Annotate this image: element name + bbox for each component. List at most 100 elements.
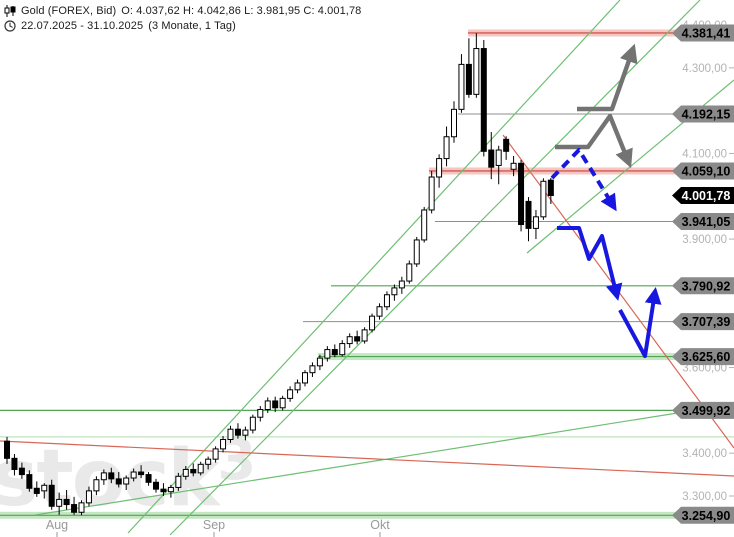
candle-up <box>398 280 405 289</box>
symbol-row: Gold (FOREX, Bid) O: 4.037,62 H: 4.042,8… <box>4 3 361 18</box>
candle-down <box>48 484 55 507</box>
price-badge <box>672 162 734 180</box>
candlestick-icon <box>4 4 16 17</box>
price-badge <box>672 213 734 231</box>
gray-reject-scenario-arrow <box>555 113 633 169</box>
instrument-name: Gold (FOREX, Bid) <box>21 4 117 17</box>
green-trendline <box>127 0 621 534</box>
y-axis-layer: 4.400,004.300,004.100,003.900,003.600,00… <box>682 20 734 503</box>
candle-up <box>257 409 264 418</box>
arrows-layer <box>550 43 662 358</box>
candle-down <box>71 504 78 513</box>
red-trendline <box>0 440 734 477</box>
green-trendline <box>169 0 701 536</box>
candle-down <box>354 336 361 342</box>
candle-up <box>495 149 502 166</box>
candle-up <box>85 490 92 504</box>
x-axis-layer: Aug Sep Okt <box>46 518 390 537</box>
chart-header: Gold (FOREX, Bid) O: 4.037,62 H: 4.042,8… <box>4 3 361 33</box>
badges-layer: 4.381,41 4.192,15 4.059,10 3.941,05 3.790,92… <box>672 24 734 524</box>
candle-down <box>153 481 159 490</box>
candle-up <box>294 382 301 391</box>
y-tick-label: 3.900,00 <box>682 234 727 246</box>
ohlc-values: O: 4.037,62 H: 4.042,86 L: 3.981,95 C: 4… <box>121 4 362 17</box>
price-badge <box>672 277 734 295</box>
blue-solid-down-arrow <box>557 226 623 301</box>
candle-up <box>242 429 249 436</box>
candle-up <box>540 180 547 218</box>
candle-up <box>205 458 212 465</box>
candle-down <box>115 478 122 485</box>
candle-up <box>413 239 420 265</box>
candle-up <box>391 287 398 296</box>
candle-up <box>287 389 294 399</box>
price-badge-label: 3.790,92 <box>682 279 731 293</box>
candle-down <box>234 428 241 436</box>
candle-up <box>78 502 85 513</box>
price-badge-label: 4.001,78 <box>682 189 731 203</box>
price-badge-label: 3.707,39 <box>682 315 731 329</box>
month-label: Sep <box>203 518 225 532</box>
price-badge-label: 4.192,15 <box>682 107 731 121</box>
candle-up <box>428 176 435 211</box>
candle-up <box>123 477 130 485</box>
price-badge <box>672 187 734 205</box>
price-badge <box>672 24 734 42</box>
candle-up <box>41 484 48 492</box>
candle-up <box>302 372 308 384</box>
price-badge-label: 4.059,10 <box>682 164 731 178</box>
price-badge-label: 3.941,05 <box>682 215 731 229</box>
candle-down <box>145 474 152 483</box>
candle-down <box>190 468 197 474</box>
candle-down <box>18 467 25 476</box>
blue-solid-bounce-arrow <box>618 287 662 358</box>
blue-dashed-down-arrow <box>550 148 617 212</box>
price-badge <box>672 348 734 366</box>
candle-up <box>212 448 219 460</box>
candle-down <box>331 349 338 356</box>
candle-up <box>182 468 189 477</box>
candle-up <box>369 315 376 331</box>
candle-down <box>547 179 554 197</box>
candle-up <box>436 158 443 178</box>
price-badge <box>672 506 734 524</box>
candle-up <box>175 475 182 488</box>
candle-up <box>383 294 390 308</box>
candle-up <box>279 397 286 409</box>
price-badge-label: 3.254,90 <box>682 509 731 523</box>
candle-down <box>63 498 70 506</box>
candle-up <box>197 463 204 474</box>
candle-up <box>346 336 353 345</box>
candle-up <box>443 136 450 160</box>
price-badge-label: 3.625,60 <box>682 350 731 364</box>
candle-down <box>518 162 525 226</box>
candle-down <box>272 400 279 409</box>
candle-down <box>33 487 40 494</box>
y-tick-label: 3.400,00 <box>682 448 727 460</box>
month-label: Aug <box>46 518 68 532</box>
y-tick-label: 3.300,00 <box>682 491 727 503</box>
candle-up <box>473 48 480 95</box>
candle-down <box>488 149 495 168</box>
candle-up <box>220 438 227 450</box>
candle-up <box>309 365 316 374</box>
date-range: 22.07.2025 - 31.10.2025 <box>21 19 144 32</box>
candle-down <box>465 63 472 95</box>
candle-up <box>324 349 331 359</box>
y-tick-label: 4.300,00 <box>682 63 727 75</box>
candle-up <box>406 263 413 282</box>
candle-up <box>510 162 517 170</box>
candle-up <box>264 400 271 411</box>
candle-up <box>316 357 323 367</box>
candle-up <box>249 416 256 431</box>
stock3-watermark: stock3 <box>0 428 254 524</box>
month-label: Okt <box>370 518 390 532</box>
candle-down <box>160 488 167 493</box>
y-tick-label: 4.100,00 <box>682 148 727 160</box>
price-badge <box>672 401 734 419</box>
price-badge-label: 4.381,41 <box>682 26 731 40</box>
candle-up <box>376 306 383 317</box>
price-badge <box>672 105 734 123</box>
